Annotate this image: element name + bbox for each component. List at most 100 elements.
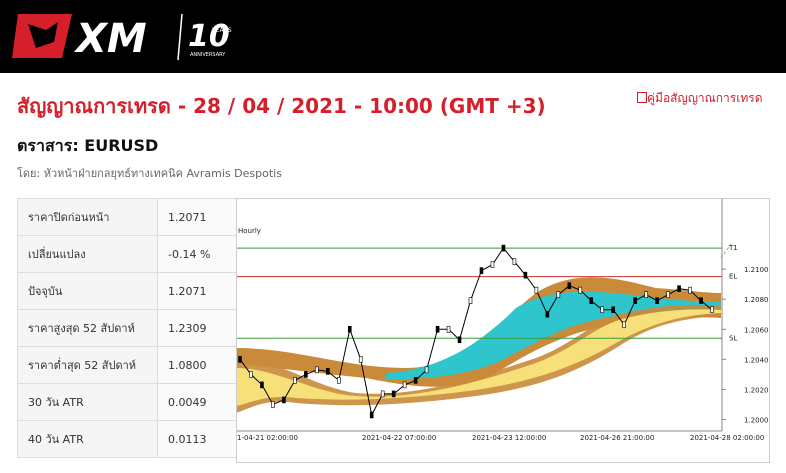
price-mark [260, 381, 264, 389]
price-mark [512, 258, 517, 265]
y-tick-label: 1.2080 [744, 296, 769, 304]
y-tick-label: 1.2020 [744, 386, 769, 394]
guide-link[interactable]: คู่มือสัญญาณการเทรด [637, 89, 763, 108]
price-mark [293, 377, 297, 384]
stat-label: ราคาต่ำสุด 52 สัปดาห์ [17, 346, 158, 384]
price-mark [501, 244, 506, 252]
stats-table: ราคาปิดก่อนหน้า 1.2071 เปลี่ยนแปลง -0.14 % ป… [17, 198, 237, 458]
price-mark [238, 356, 242, 363]
x-tick-label: 2021-04-26 21:00:00 [580, 434, 654, 442]
price-mark [391, 390, 396, 398]
table-row: ราคาต่ำสุด 52 สัปดาห์ 1.0800 [17, 346, 237, 384]
stat-label: ราคาสูงสุด 52 สัปดาห์ [17, 309, 158, 347]
stat-value: 1.2071 [157, 198, 237, 236]
table-row: ราคาสูงสุด 52 สัปดาห์ 1.2309 [17, 309, 237, 347]
chart: Hourly 1.2100 1.2080 1.2060 1.2040 1.2020 1.2… [236, 198, 770, 463]
table-row: ปัจจุบัน 1.2071 [17, 272, 237, 310]
price-mark [380, 390, 385, 398]
stat-value: 1.2071 [157, 272, 237, 310]
x-tick-label: 2021-04-23 12:00:00 [472, 434, 546, 442]
price-mark [468, 297, 473, 304]
table-row: ราคาปิดก่อนหน้า 1.2071 [17, 198, 237, 236]
price-mark [644, 291, 648, 298]
price-mark [249, 371, 253, 378]
level-label: EL [729, 273, 737, 281]
price-mark [271, 401, 275, 408]
chart-frame [236, 198, 770, 463]
table-row: 30 วัน ATR 0.0049 [17, 383, 237, 421]
price-mark [655, 297, 659, 304]
stat-label: เปลี่ยนแปลง [17, 235, 158, 273]
stat-value: 1.0800 [157, 346, 237, 384]
price-mark [402, 381, 407, 389]
logo-text: XM [73, 16, 147, 62]
stat-value: -0.14 % [157, 235, 237, 273]
price-mark [523, 271, 528, 279]
anniversary-number: 10 [188, 19, 230, 54]
price-mark [479, 267, 484, 274]
price-mark [622, 321, 626, 329]
stat-value: 0.0049 [157, 383, 237, 421]
price-mark [304, 371, 308, 378]
header: XM 10 YEARS ANNIVERSARY [0, 0, 786, 73]
stat-label: 30 วัน ATR [17, 383, 158, 421]
stat-label: ราคาปิดก่อนหน้า [17, 198, 158, 236]
price-mark [490, 261, 495, 268]
level-label: T1 [728, 244, 738, 252]
price-mark [556, 291, 561, 298]
price-mark [578, 286, 583, 294]
logo-bull [28, 22, 58, 48]
instrument: ตราสาร: EURUSD [17, 136, 159, 155]
y-tick-label: 1.2100 [744, 266, 769, 274]
price-mark [699, 297, 703, 304]
price-mark [413, 377, 418, 384]
divider [177, 13, 183, 61]
logo[interactable]: XM 10 YEARS ANNIVERSARY [0, 0, 786, 73]
price-mark [611, 306, 616, 314]
stat-value: 1.2309 [157, 309, 237, 347]
anniversary-text: ANNIVERSARY [190, 52, 226, 58]
price-mark [347, 325, 352, 333]
price-mark [326, 368, 330, 375]
price-mark [435, 325, 440, 333]
stat-label: ปัจจุบัน [17, 272, 158, 310]
y-tick-label: 1.2040 [744, 356, 769, 364]
level-label: SL [729, 334, 737, 342]
price-mark [545, 310, 550, 318]
price-mark [457, 336, 462, 344]
price-mark [315, 366, 319, 374]
target-arrow [720, 243, 732, 259]
table-row: 40 วัน ATR 0.0113 [17, 420, 237, 458]
page-title: สัญญาณการเทรด - 28 / 04 / 2021 - 10:00 (… [17, 94, 546, 118]
stat-value: 0.0113 [157, 420, 237, 458]
stat-label: 40 วัน ATR [17, 420, 158, 458]
guide-text[interactable]: คู่มือสัญญาณการเทรด [647, 91, 763, 105]
price-mark [688, 286, 692, 294]
price-mark [282, 396, 286, 404]
pdf-icon [637, 92, 647, 103]
price-mark [677, 285, 681, 292]
price-mark [424, 366, 429, 374]
price-mark [589, 297, 594, 304]
band2-inner [236, 309, 721, 406]
price-mark [710, 306, 714, 314]
y-tick-label: 1.2060 [744, 326, 769, 334]
chart-title: Hourly [238, 227, 261, 235]
price-mark [633, 297, 637, 304]
x-tick-label: 2021-04-22 07:00:00 [362, 434, 436, 442]
x-tick-label: 2021-04-28 02:00:00 [690, 434, 764, 442]
price-mark [336, 377, 341, 384]
price-mark [567, 282, 572, 289]
price-mark [446, 325, 451, 333]
price-mark [369, 411, 374, 419]
price-mark [358, 356, 363, 363]
table-row: เปลี่ยนแปลง -0.14 % [17, 235, 237, 273]
anniversary-years: YEARS [211, 27, 232, 34]
price-mark [666, 291, 670, 298]
price-mark [600, 306, 605, 314]
author: โดย: หัวหน้าฝ่ายกลยุทธ์ทางเทคนิค Avramis… [17, 167, 282, 180]
y-tick-label: 1.2000 [744, 416, 769, 424]
price-mark [534, 286, 539, 294]
x-tick-label: 1-04-21 02:00:00 [237, 434, 298, 442]
